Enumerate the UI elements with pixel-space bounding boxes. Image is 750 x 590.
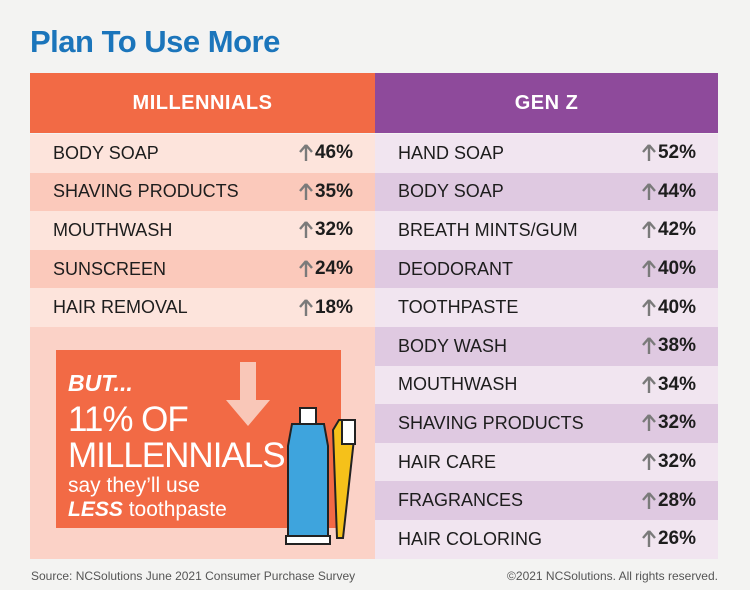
row-value-box: 40% xyxy=(642,258,696,280)
callout-line: 11% OF xyxy=(68,400,189,439)
row-value-box: 34% xyxy=(642,374,696,396)
row-value-box: 35% xyxy=(299,181,353,203)
source: Source: NCSolutions June 2021 Consumer P… xyxy=(31,569,356,583)
row-item: BODY SOAP xyxy=(53,142,159,163)
row-item: SHAVING PRODUCTS xyxy=(53,181,239,202)
row-value: 24% xyxy=(314,258,353,280)
row-value-box: 38% xyxy=(642,335,696,357)
row-value: 32% xyxy=(657,451,696,473)
row: MOUTHWASH 34% xyxy=(375,365,718,405)
up-arrow xyxy=(642,530,656,548)
up-arrow xyxy=(642,144,656,162)
row-value-box: 52% xyxy=(642,142,696,164)
up-arrow xyxy=(642,221,656,239)
up-arrow xyxy=(299,260,313,278)
up-arrow xyxy=(642,298,656,316)
row: SHAVING PRODUCTS 35% xyxy=(30,172,375,212)
row-value: 32% xyxy=(657,412,696,434)
row-item: BODY WASH xyxy=(398,335,508,356)
row: HAIR COLORING 26% xyxy=(375,520,718,559)
row-item: SUNSCREEN xyxy=(53,258,167,279)
row-value-box: 32% xyxy=(299,219,353,241)
up-arrow xyxy=(299,144,313,162)
up-arrow xyxy=(642,453,656,471)
row-value-box: 24% xyxy=(299,258,353,280)
callout-line: MILLENNIALS xyxy=(68,436,286,475)
row-item: SHAVING PRODUCTS xyxy=(398,412,584,433)
up-arrow xyxy=(299,298,313,316)
row-value: 18% xyxy=(314,296,353,318)
title: Plan To Use More xyxy=(30,24,280,59)
row: HAIR REMOVAL 18% xyxy=(30,288,375,327)
row-item: BREATH MINTS/GUM xyxy=(398,219,578,240)
row-item: HAND SOAP xyxy=(398,142,505,163)
row: DEODORANT 40% xyxy=(375,249,718,289)
up-arrow xyxy=(642,260,656,278)
up-arrow xyxy=(642,414,656,432)
row-value-box: 18% xyxy=(299,297,353,319)
row-item: BODY SOAP xyxy=(398,181,504,202)
callout-line: toothpaste xyxy=(128,498,227,521)
up-arrow xyxy=(299,221,313,239)
row-item: MOUTHWASH xyxy=(53,219,173,240)
row: MOUTHWASH 32% xyxy=(30,211,375,250)
row-value-box: 46% xyxy=(299,142,353,164)
callout-emphasis: LESS xyxy=(68,498,123,521)
row-value: 34% xyxy=(657,373,696,395)
genz-heading: GEN Z xyxy=(375,73,718,133)
row-value: 26% xyxy=(657,528,696,550)
row: TOOTHPASTE 40% xyxy=(375,288,718,327)
callout-line: say they’ll use xyxy=(68,474,200,497)
row-value: 40% xyxy=(657,296,696,318)
row-value: 40% xyxy=(657,258,696,280)
up-arrow xyxy=(642,376,656,393)
row: FRAGRANCES 28% xyxy=(375,481,718,520)
row: HAIR CARE 32% xyxy=(375,442,718,482)
row: BODY WASH 38% xyxy=(375,327,718,366)
row-item: HAIR REMOVAL xyxy=(53,297,188,318)
row: BODY SOAP 46% xyxy=(30,134,375,173)
row-value-box: 42% xyxy=(642,219,696,241)
row-value-box: 32% xyxy=(642,451,696,473)
row-value-box: 32% xyxy=(642,412,696,434)
up-arrow xyxy=(642,491,656,509)
row: HAND SOAP 52% xyxy=(375,134,718,173)
callout-lead: BUT... xyxy=(68,370,133,396)
row-item: HAIR COLORING xyxy=(398,528,543,549)
row-item: MOUTHWASH xyxy=(398,374,518,395)
copyright: ©2021 NCSolutions. All rights reserved. xyxy=(507,569,718,583)
row-value-box: 44% xyxy=(642,181,696,203)
row-item: DEODORANT xyxy=(398,258,514,279)
up-arrow xyxy=(642,337,656,355)
row: SHAVING PRODUCTS 32% xyxy=(375,404,718,443)
row-value: 38% xyxy=(657,335,696,357)
row-value: 32% xyxy=(314,219,353,241)
row-value: 28% xyxy=(657,489,696,511)
callout: BUT... 11% OF MILLENNIALS say they’ll us… xyxy=(56,350,341,528)
row: SUNSCREEN 24% xyxy=(30,249,375,289)
row: BREATH MINTS/GUM 42% xyxy=(375,211,718,250)
row-value-box: 28% xyxy=(642,490,696,512)
row-value: 44% xyxy=(657,180,696,202)
up-arrow xyxy=(299,183,313,200)
row-item: TOOTHPASTE xyxy=(398,297,519,318)
row-item: HAIR CARE xyxy=(398,451,497,472)
row-value: 46% xyxy=(314,142,353,164)
row-item: FRAGRANCES xyxy=(398,490,524,511)
row-value: 42% xyxy=(657,219,696,241)
row-value: 35% xyxy=(314,180,353,202)
millennials-heading: MILLENNIALS xyxy=(30,73,375,133)
row-value-box: 26% xyxy=(642,528,696,550)
row-value: 52% xyxy=(657,142,696,164)
row: BODY SOAP 44% xyxy=(375,172,718,212)
row-value-box: 40% xyxy=(642,297,696,319)
up-arrow xyxy=(642,183,656,200)
